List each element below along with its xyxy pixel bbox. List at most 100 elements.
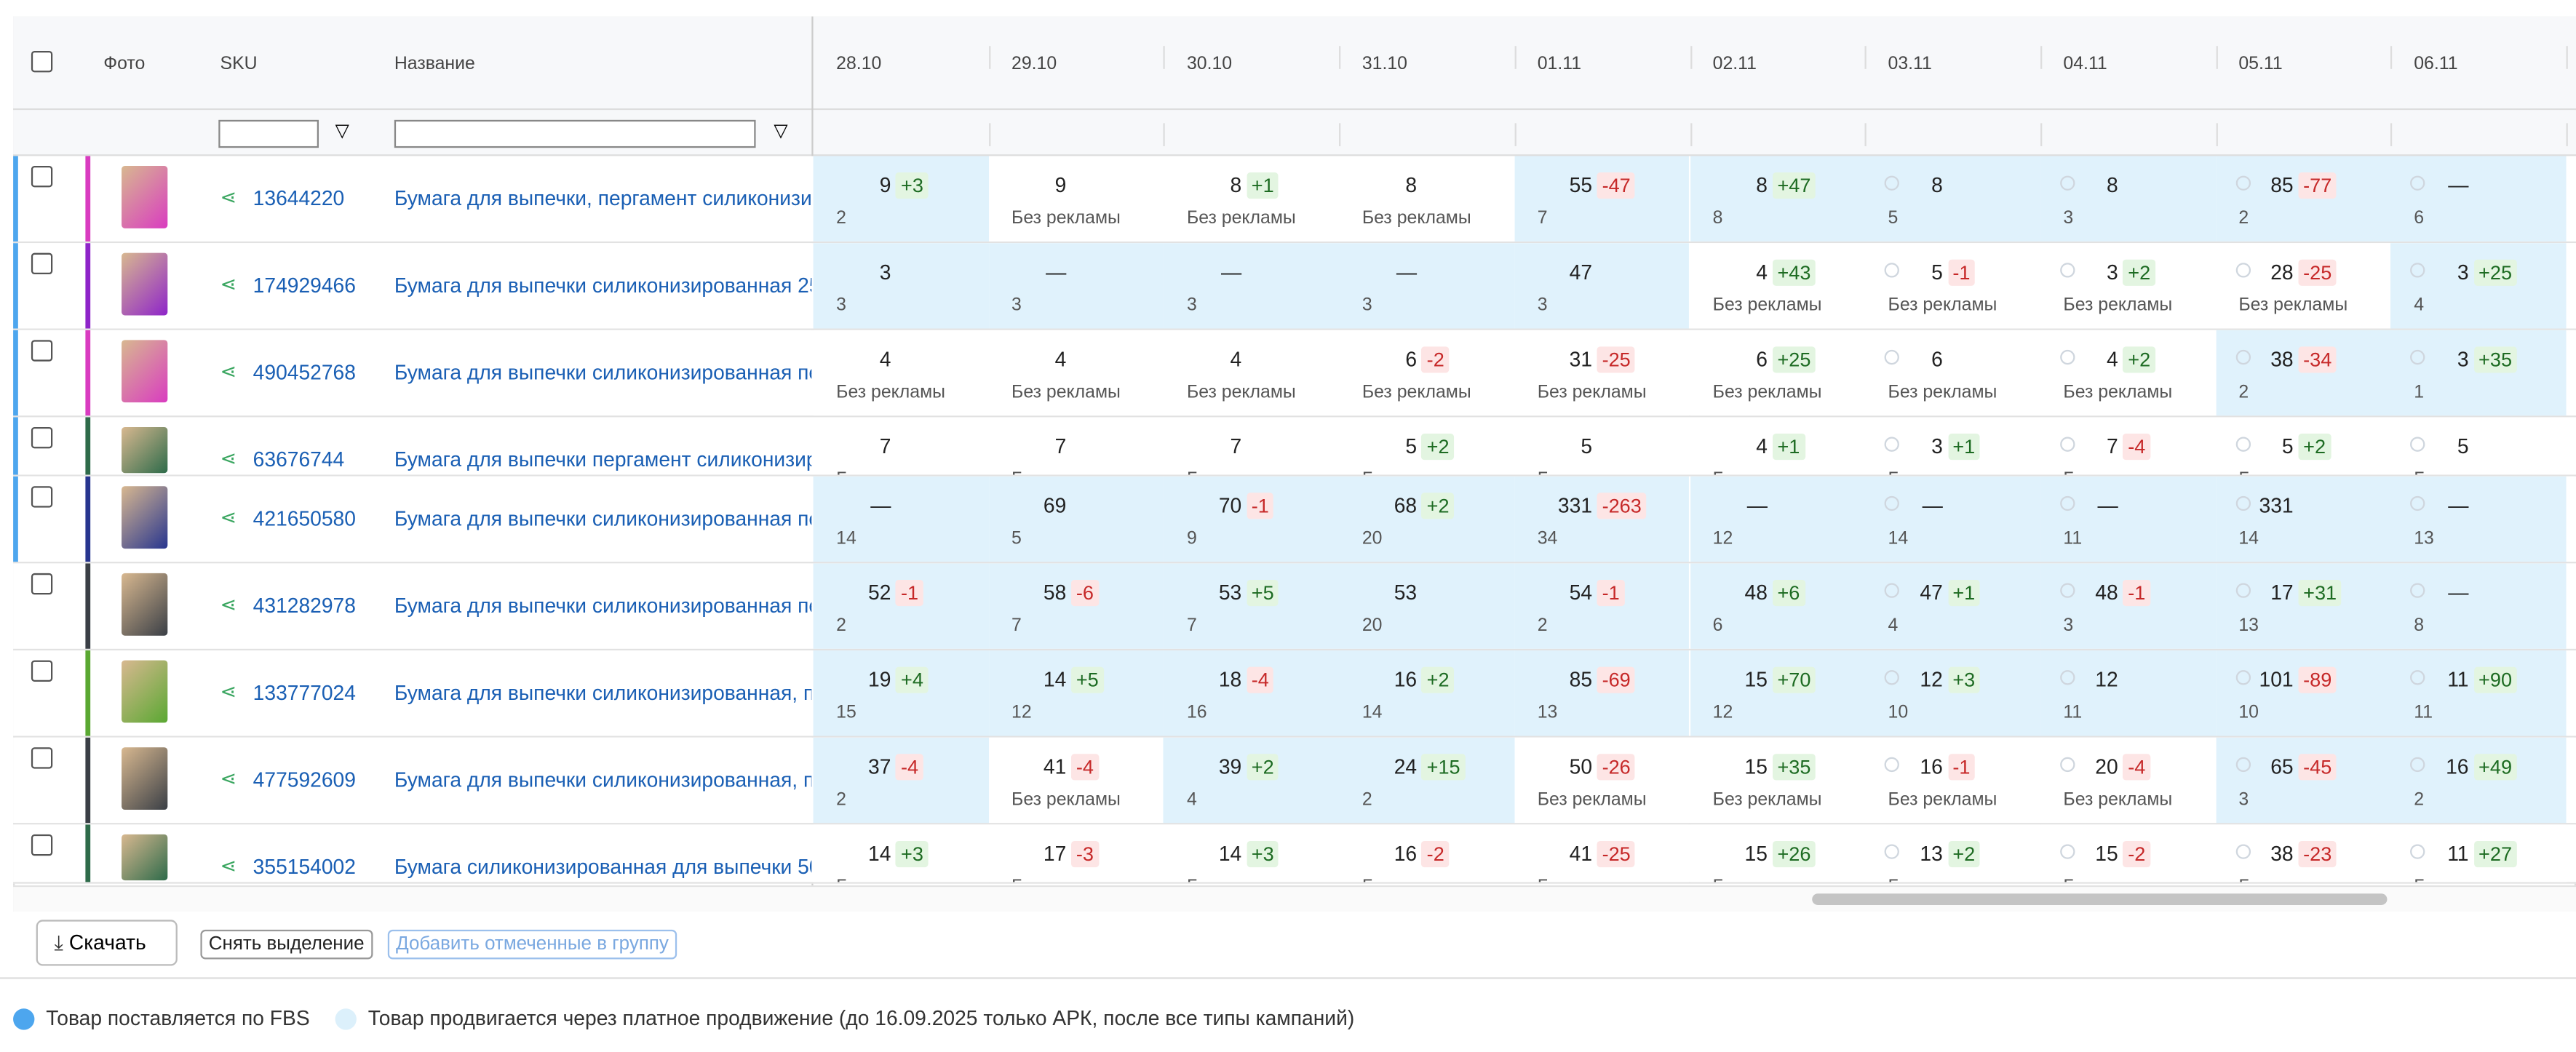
day-cell: — 12: [1690, 476, 1865, 562]
row-checkbox[interactable]: [31, 427, 53, 449]
stock-value: 5: [1581, 435, 1593, 458]
day-cell: — 14: [813, 476, 989, 562]
stock-value: 7: [2107, 435, 2118, 458]
product-name[interactable]: Бумага для выпечки силиконизированная 25: [394, 274, 812, 298]
ad-status: 10: [1888, 703, 1909, 723]
sku-link[interactable]: 174929466: [253, 274, 356, 298]
col-divider: [1690, 46, 1692, 69]
ad-status: Без рекламы: [2063, 383, 2173, 403]
name-filter[interactable]: [394, 119, 756, 148]
stock-value: 6: [1756, 348, 1768, 372]
clock-icon: [2410, 437, 2426, 452]
product-photo: [122, 660, 168, 723]
ad-status: Без рекламы: [2063, 295, 2173, 316]
stock-value: 15: [1744, 842, 1768, 866]
col-divider: [1514, 123, 1516, 146]
row-checkbox[interactable]: [31, 573, 53, 595]
product-photo: [122, 834, 168, 881]
stock-value: 28: [2270, 260, 2294, 284]
filter-icon[interactable]: ▽: [774, 121, 788, 142]
select-all-checkbox[interactable]: [31, 50, 53, 73]
product-name[interactable]: Бумага для выпечки пергамент силиконизир: [394, 448, 812, 471]
stock-value: 8: [1756, 174, 1768, 197]
col-divider: [2390, 123, 2393, 146]
product-name[interactable]: Бумага для выпечки, пергамент силиконизи…: [394, 187, 812, 210]
clear-button[interactable]: Снять выделение: [200, 929, 373, 960]
stock-value: 9: [1054, 174, 1067, 197]
col-divider: [2390, 46, 2393, 69]
stock-value: 69: [1043, 494, 1067, 518]
sku-link[interactable]: 490452768: [253, 361, 356, 385]
ad-status: 3: [1186, 295, 1197, 316]
ad-status: 34: [1537, 528, 1558, 549]
share-icon: ⋖: [220, 854, 237, 877]
row-checkbox[interactable]: [31, 252, 53, 275]
row-checkbox[interactable]: [31, 834, 53, 856]
day-cell: 52 -1 2: [813, 563, 989, 649]
stock-value: 8: [1405, 174, 1418, 197]
stock-delta: -47: [1597, 172, 1636, 199]
day-cell: 5+2 Без рекламы: [2215, 417, 2391, 475]
day-cell: 11+27 Без рекламы: [2390, 824, 2567, 882]
row-checkbox[interactable]: [31, 486, 53, 508]
stock-value: —: [870, 494, 891, 518]
col-divider: [1864, 46, 1867, 69]
stock-delta: +3: [896, 172, 929, 199]
product-name[interactable]: Бумага силиконизированная для выпечки 50: [394, 856, 812, 879]
stock-delta: -1: [1597, 579, 1625, 607]
day-cell: 4 Без рекламы: [813, 330, 989, 416]
scrollbar-thumb[interactable]: [1812, 893, 2388, 905]
date-header: 01.11: [1537, 54, 1582, 74]
stock-delta: +26: [1772, 840, 1816, 868]
color-bar: [85, 243, 91, 329]
product-name[interactable]: Бумага для выпечки силиконизированная, п: [394, 768, 812, 792]
ad-status: Без рекламы: [1011, 877, 1121, 882]
row-checkbox[interactable]: [31, 747, 53, 769]
ad-status: Без рекламы: [1361, 383, 1471, 403]
stock-value: 4: [1054, 348, 1067, 372]
row-checkbox[interactable]: [31, 340, 53, 362]
ad-status: Без рекламы: [836, 383, 946, 403]
stock-delta: -25: [1597, 840, 1636, 868]
add-group-button[interactable]: Добавить отмеченные в группу: [387, 929, 677, 960]
day-cell: 15 +35 Без рекламы: [1690, 737, 1865, 824]
stock-delta: -25: [1597, 346, 1636, 373]
day-cell: 41 -4 Без рекламы: [988, 737, 1164, 824]
day-cell: 53 +5 7: [1164, 563, 1340, 649]
col-divider: [2040, 123, 2043, 146]
table-row: ⋖ 355154002 Бумага силиконизированная для …: [13, 824, 2576, 884]
day-cell: 3+1 Без рекламы: [1864, 417, 2040, 475]
ad-status: Без рекламы: [2414, 877, 2523, 882]
legend-dot: [13, 1008, 35, 1030]
sku-filter[interactable]: [218, 119, 319, 148]
fbs-marker: [13, 476, 18, 562]
product-name[interactable]: Бумага для выпечки силиконизированная пе: [394, 507, 812, 531]
filter-icon[interactable]: ▽: [335, 121, 349, 142]
stock-value: 20: [2095, 755, 2118, 779]
ad-status: 3: [2063, 208, 2074, 228]
row-checkbox[interactable]: [31, 166, 53, 188]
sku-link[interactable]: 63676744: [253, 448, 345, 471]
col-divider: [1864, 123, 1867, 146]
product-name[interactable]: Бумага для выпечки силиконизированная пе: [394, 361, 812, 385]
stock-delta: -69: [1597, 666, 1636, 693]
stock-value: 52: [868, 581, 891, 605]
sku-link[interactable]: 477592609: [253, 768, 356, 792]
download-button[interactable]: ⤓ Скачать: [36, 920, 178, 966]
sku-link[interactable]: 355154002: [253, 856, 356, 879]
sku-link[interactable]: 431282978: [253, 594, 356, 618]
product-name[interactable]: Бумага для выпечки силиконизированная пе: [394, 594, 812, 618]
stock-delta: -4: [896, 754, 923, 781]
ad-status: 8: [1712, 208, 1723, 228]
sku-link[interactable]: 13644220: [253, 187, 345, 210]
product-name[interactable]: Бумага для выпечки силиконизированная, п: [394, 681, 812, 705]
day-cell: 53 20: [1339, 563, 1515, 649]
day-cell: 48 -1 3: [2040, 563, 2216, 649]
sku-link[interactable]: 421650580: [253, 507, 356, 531]
row-checkbox[interactable]: [31, 660, 53, 682]
day-cell: 48 +6 6: [1690, 563, 1865, 649]
sku-link[interactable]: 133777024: [253, 681, 356, 705]
day-cell: 101 -89 10: [2215, 650, 2391, 736]
clock-icon: [2410, 583, 2426, 598]
stock-value: 85: [1569, 668, 1593, 692]
